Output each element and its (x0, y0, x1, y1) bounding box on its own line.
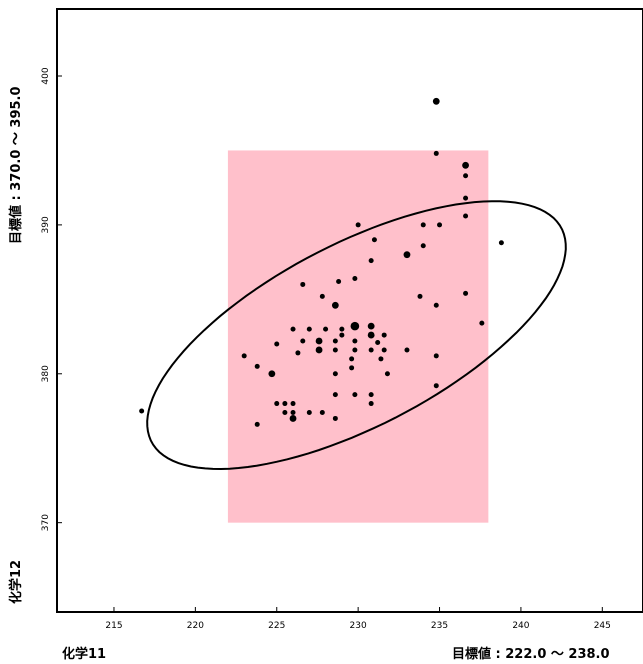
data-point (300, 281, 306, 287)
data-point (295, 350, 301, 356)
data-point (332, 371, 338, 377)
data-point (403, 251, 411, 259)
x-target-label: 目標値 : 222.0 ～ 238.0 (452, 646, 610, 662)
plot-frame (56, 8, 643, 613)
data-point (331, 301, 339, 309)
data-point (371, 237, 377, 243)
x-axis-label: 化学11 (62, 646, 106, 662)
data-point (319, 409, 325, 415)
data-point (432, 97, 440, 105)
y-axis-ticks: 370 380 390 400 (41, 67, 62, 531)
data-point (332, 347, 338, 353)
data-point (498, 240, 504, 246)
data-point (254, 421, 260, 427)
data-point (282, 409, 288, 415)
data-point (323, 326, 329, 332)
data-point (274, 341, 280, 347)
data-point (463, 213, 469, 219)
data-point (433, 383, 439, 389)
data-point (404, 347, 410, 353)
data-point (306, 409, 312, 415)
data-point (368, 392, 374, 398)
x-tick-label: 240 (512, 621, 529, 631)
data-point (420, 222, 426, 228)
data-point (352, 392, 358, 398)
data-point (479, 320, 485, 326)
plot-area (139, 97, 567, 523)
data-point (352, 338, 358, 344)
data-point (417, 293, 423, 299)
x-tick-label: 220 (187, 621, 204, 631)
data-point (433, 353, 439, 359)
x-axis-ticks: 215 220 225 230 235 240 245 (105, 607, 611, 631)
data-point (367, 322, 375, 330)
x-tick-label: 235 (431, 621, 448, 631)
y-tick-label: 370 (41, 514, 51, 531)
data-point (463, 173, 469, 179)
data-point (274, 401, 280, 407)
y-tick-label: 400 (41, 67, 51, 84)
data-point (315, 346, 323, 354)
data-point (332, 415, 338, 421)
data-point (289, 415, 297, 422)
y-tick-label: 390 (41, 216, 51, 233)
data-point (352, 347, 358, 353)
confidence-ellipse (146, 200, 567, 471)
data-point (339, 326, 345, 332)
data-point (282, 401, 288, 407)
data-point (349, 356, 355, 362)
data-point (241, 353, 247, 359)
data-point (290, 401, 296, 407)
data-point (355, 222, 361, 228)
y-axis-label: 化学12 (8, 560, 24, 604)
data-point (315, 337, 323, 345)
data-point (433, 302, 439, 308)
data-point (349, 365, 355, 371)
y-tick-label: 380 (41, 365, 51, 382)
data-point (375, 340, 381, 346)
data-point (254, 363, 260, 369)
data-point (290, 326, 296, 332)
data-point (463, 195, 469, 201)
data-point (378, 356, 384, 362)
data-point (306, 326, 312, 332)
x-tick-label: 215 (105, 621, 122, 631)
data-point (336, 278, 342, 284)
data-point (368, 401, 374, 407)
data-point (381, 332, 387, 338)
data-point (332, 392, 338, 398)
data-point (381, 347, 387, 353)
data-point (368, 347, 374, 353)
x-tick-label: 245 (594, 621, 611, 631)
data-point (463, 290, 469, 296)
y-target-label: 目標値 : 370.0 ～ 395.0 (8, 86, 24, 244)
data-point (437, 222, 443, 228)
data-point (319, 293, 325, 299)
data-point (368, 258, 374, 264)
data-point (367, 331, 375, 339)
data-point (462, 161, 469, 169)
data-point (350, 321, 360, 331)
data-point (300, 338, 306, 344)
target-region (227, 150, 489, 523)
x-tick-label: 225 (268, 621, 285, 631)
data-point (332, 338, 338, 344)
data-point (352, 275, 358, 281)
data-point (384, 371, 390, 377)
data-point (290, 409, 296, 415)
x-tick-label: 230 (350, 621, 367, 631)
data-point (420, 243, 426, 249)
data-point (268, 370, 276, 378)
data-point (433, 150, 439, 156)
data-point (139, 408, 145, 414)
data-point (339, 332, 345, 338)
